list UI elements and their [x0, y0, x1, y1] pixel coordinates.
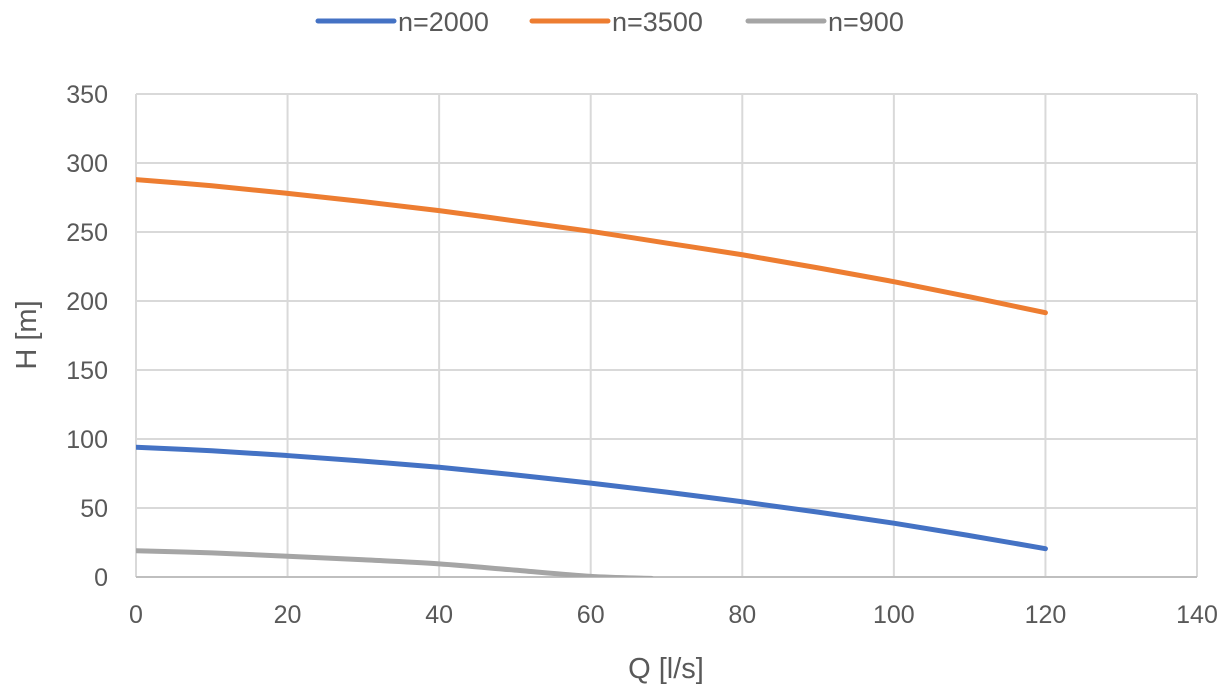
x-tick-label: 40: [425, 601, 453, 629]
series-line-n-2000: [136, 444, 1048, 552]
legend-label-n-3500: n=3500: [612, 7, 703, 37]
x-tick-label: 20: [274, 601, 302, 629]
legend-label-n-2000: n=2000: [398, 7, 489, 37]
y-tick-label: 150: [66, 357, 108, 385]
y-axis-title: H [m]: [11, 300, 43, 369]
series-lines: [136, 177, 1048, 577]
x-tick-label: 80: [728, 601, 756, 629]
x-tick-label: 140: [1176, 601, 1218, 629]
y-tick-label: 350: [66, 81, 108, 109]
y-tick-label: 250: [66, 219, 108, 247]
x-axis-title: Q [l/s]: [628, 653, 704, 685]
x-tick-label: 0: [129, 601, 143, 629]
y-tick-label: 300: [66, 150, 108, 178]
y-tick-label: 50: [80, 495, 108, 523]
y-tick-label: 0: [94, 564, 108, 592]
series-line-n-900: [136, 548, 654, 577]
x-tick-label: 120: [1025, 601, 1067, 629]
tick-labels: 0 50 100 150 200 250 300 350 0 20 40 60 80 100 120 140: [66, 81, 1218, 629]
legend: n=2000 n=3500 n=900: [315, 7, 904, 37]
legend-label-n-900: n=900: [828, 7, 904, 37]
gridlines: [135, 93, 1198, 577]
x-tick-label: 60: [577, 601, 605, 629]
series-line-n-3500: [136, 177, 1048, 316]
y-tick-label: 100: [66, 426, 108, 454]
x-tick-label: 100: [873, 601, 915, 629]
y-tick-label: 200: [66, 288, 108, 316]
